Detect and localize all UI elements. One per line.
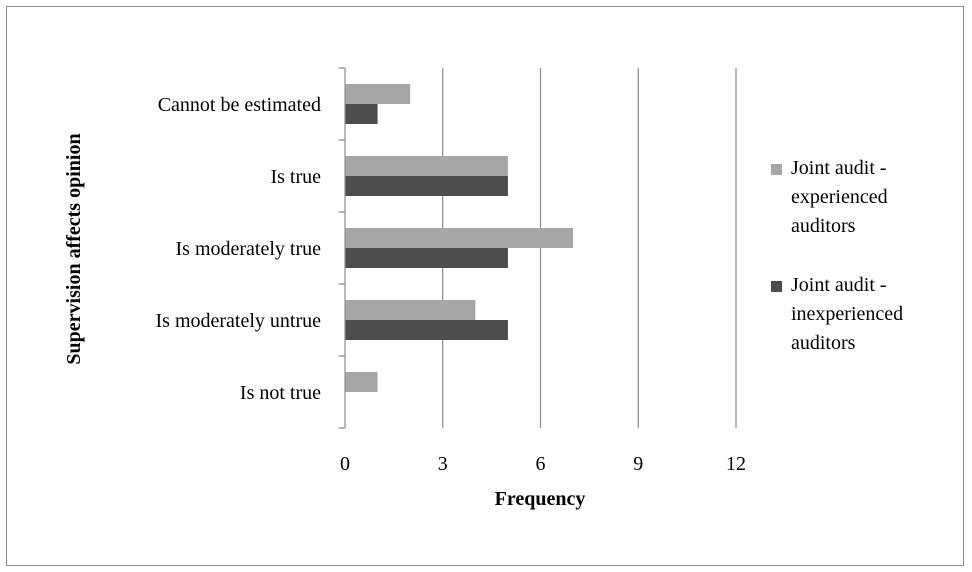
chart-frame bbox=[6, 6, 964, 566]
legend-label: auditors bbox=[791, 215, 856, 237]
legend-label: Joint audit - bbox=[791, 274, 887, 296]
bar-inexperienced bbox=[345, 104, 378, 124]
category-label: Cannot be estimated bbox=[158, 94, 321, 116]
bar-experienced bbox=[345, 300, 476, 320]
y-axis-labels: Cannot be estimated Is true Is moderately … bbox=[156, 94, 322, 404]
bar-experienced bbox=[345, 156, 508, 176]
bar-inexperienced bbox=[345, 320, 508, 340]
x-tick-label: 0 bbox=[340, 453, 350, 475]
x-tick-label: 6 bbox=[536, 453, 546, 475]
y-axis-title: Supervision affects opinion bbox=[63, 133, 85, 364]
bars bbox=[345, 84, 574, 392]
legend-label: inexperienced bbox=[791, 303, 903, 325]
x-axis-labels: 0 3 6 9 12 bbox=[340, 453, 746, 475]
bar-experienced bbox=[345, 84, 411, 104]
legend-label: Joint audit - bbox=[791, 157, 887, 179]
x-axis-title: Frequency bbox=[495, 488, 586, 510]
legend-label: auditors bbox=[791, 332, 856, 354]
bar-experienced bbox=[345, 228, 574, 248]
y-axis-ticks bbox=[339, 67, 345, 429]
x-tick-label: 12 bbox=[726, 453, 746, 475]
x-tick-label: 9 bbox=[633, 453, 643, 475]
x-tick-label: 3 bbox=[438, 453, 448, 475]
category-label: Is moderately true bbox=[176, 238, 322, 260]
legend-swatch bbox=[771, 281, 782, 292]
category-label: Is moderately untrue bbox=[156, 310, 322, 332]
bar-experienced bbox=[345, 372, 378, 392]
bar-inexperienced bbox=[345, 176, 508, 196]
category-label: Is not true bbox=[240, 382, 321, 404]
bar-inexperienced bbox=[345, 248, 508, 268]
category-label: Is true bbox=[270, 166, 321, 188]
legend-swatch bbox=[771, 164, 782, 175]
legend: Joint audit - experienced auditors Joint au… bbox=[771, 157, 903, 354]
legend-label: experienced bbox=[791, 186, 888, 208]
